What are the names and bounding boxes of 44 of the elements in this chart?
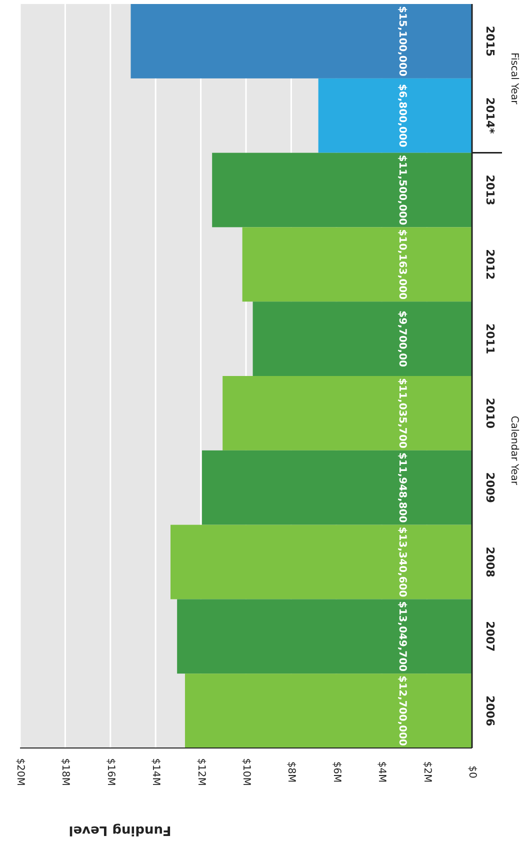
bar (242, 227, 472, 302)
bar (252, 302, 472, 376)
y-tick-label: 2009 (484, 472, 496, 503)
bar (184, 674, 472, 748)
x-axis-title: Funding Level (68, 822, 172, 838)
text: Calendar Year (508, 416, 520, 486)
y-tick-label: 2012 (484, 249, 496, 280)
data-label: $13,049,700 (396, 601, 408, 672)
x-tick-label: $6M (330, 761, 342, 783)
x-tick-label: $4M (376, 761, 388, 783)
x-tick-label: $2M (421, 761, 432, 783)
y-tick-label: 2015 (484, 26, 496, 57)
x-tick-label: $0 (466, 766, 478, 778)
data-label: $11,948,800 (396, 452, 408, 523)
data-label: $13,340,600 (396, 526, 408, 598)
x-tick-label: $12M (195, 758, 206, 786)
data-label: $6,800,000 (396, 84, 408, 148)
data-label: $11,035,700 (396, 378, 408, 448)
y-tick-label: 2013 (484, 174, 496, 206)
x-tick-label: $8M (286, 761, 297, 783)
y-tick-label: 2011 (484, 323, 496, 354)
bar (202, 450, 472, 525)
bar (170, 524, 472, 600)
y-tick-label: 2008 (484, 546, 496, 578)
x-tick-label: $18M (60, 758, 71, 786)
data-label: $10,163,000 (396, 229, 408, 300)
data-label: $11,500,000 (396, 154, 408, 226)
bar (222, 376, 472, 450)
data-label: $12,700,000 (396, 676, 408, 746)
x-tick-label: $20M (14, 758, 26, 786)
data-label: $15,100,000 (396, 6, 408, 76)
bar (177, 599, 472, 674)
bar (212, 152, 472, 228)
bar (318, 78, 472, 153)
y-tick-label: 2010 (484, 398, 496, 429)
y-tick-label: 2006 (484, 695, 496, 726)
y-tick-label: 2007 (484, 621, 496, 652)
data-label: $9,700,00 (396, 310, 408, 367)
text: Fiscal Year (508, 52, 520, 106)
x-tick-label: $10M (240, 758, 252, 786)
bar (130, 4, 472, 78)
x-tick-label: $16M (104, 758, 116, 786)
x-tick-label: $14M (150, 758, 162, 786)
y-tick-label: 2014* (484, 97, 496, 134)
